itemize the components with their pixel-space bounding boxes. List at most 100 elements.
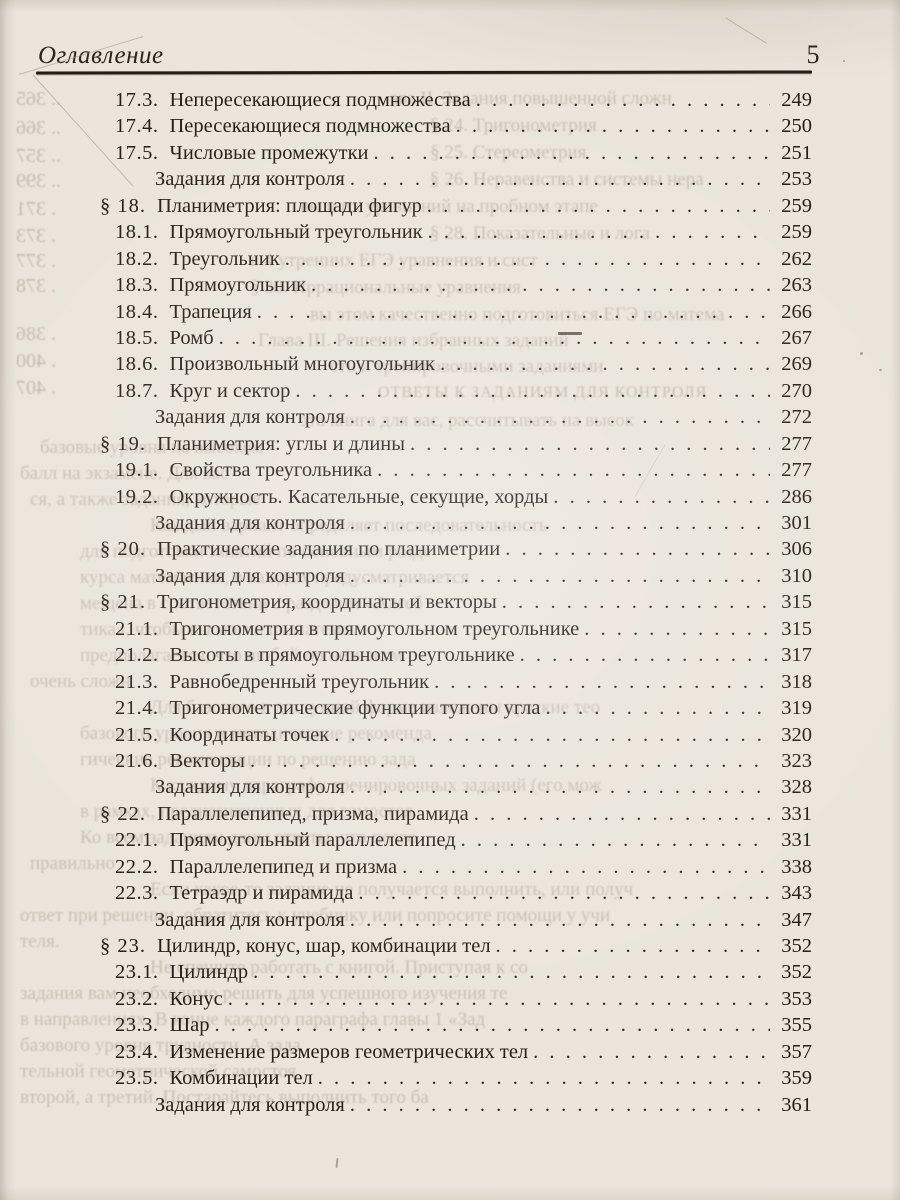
toc-row: 18.4. Трапеция. . . . . . . . . . . . . .… <box>0 299 900 325</box>
toc-page-number: 259 <box>781 194 812 217</box>
toc-entry-title: Круг и сектор <box>169 379 291 402</box>
toc-entry-title: Произвольный многоугольник <box>169 353 435 376</box>
toc-entry-title: Задания для контроля <box>155 564 345 587</box>
toc-row: Задания для контроля. . . . . . . . . . … <box>0 510 900 536</box>
dot-leader: . . . . . . . . . . . . . . . . . . . . … <box>349 564 770 587</box>
toc-entry-title: Высоты в прямоугольном треугольнике <box>169 644 515 667</box>
toc-entry-label: 18.4. <box>115 300 159 323</box>
toc-row: 18.6. Произвольный многоугольник. . . . .… <box>0 351 900 377</box>
dot-leader: . . . . . . . . . . . . . . . . . . . . … <box>377 459 770 482</box>
dot-leader: . . . . . . . . . . . . . . . . . . . . … <box>253 961 770 984</box>
toc-entry-title: Задания для контроля <box>155 168 345 191</box>
dot-leader: . . . . . . . . . . . . . . . . . . . . … <box>519 644 770 667</box>
dot-leader: . . . . . . . . . . . . . . . . . . . . … <box>358 882 770 905</box>
toc-page-number: 262 <box>781 247 812 270</box>
paper-scratch <box>725 17 767 44</box>
toc-entry-title: Прямоугольный параллелепипед <box>169 829 456 852</box>
toc-row: 21.4. Тригонометрические функции тупого у… <box>0 695 900 721</box>
toc-entry-title: Тригонометрические функции тупого угла <box>169 697 541 720</box>
toc-row: Задания для контроля. . . . . . . . . . … <box>0 563 900 589</box>
toc-page-number: 361 <box>781 1093 812 1116</box>
toc-page-number: 277 <box>781 432 812 455</box>
toc-entry-title: Треугольник <box>169 247 280 270</box>
toc-entry-label: § 22. <box>100 802 146 825</box>
toc-page-number: 331 <box>781 829 812 852</box>
toc-page-number: 359 <box>781 1067 812 1090</box>
toc-entry-title: Задания для контроля <box>155 776 345 799</box>
toc-page-number: 352 <box>781 935 812 957</box>
toc-entry-title: Непересекающиеся подмножества <box>169 89 471 111</box>
toc-entry-title: Векторы <box>169 749 245 772</box>
toc-entry-title: Практические задания по планиметрии <box>157 538 501 561</box>
toc-page-number: 320 <box>781 723 812 746</box>
toc-page-number: 319 <box>781 697 812 720</box>
toc-entry-title: Прямоугольник <box>169 274 307 297</box>
toc-entry-label: 21.1. <box>115 617 159 640</box>
toc-page-number: 250 <box>781 115 812 138</box>
toc-page-number: 318 <box>781 670 812 693</box>
toc-entry-title: Шар <box>169 1014 210 1037</box>
toc-page-number: 331 <box>781 802 812 825</box>
toc-row: 17.5. Числовые промежутки. . . . . . . . … <box>0 140 900 166</box>
toc-entry-label: 17.5. <box>115 141 159 164</box>
toc-entry-title: Параллелепипед, призма, пирамида <box>157 802 469 825</box>
toc-row: 21.5. Координаты точек. . . . . . . . . .… <box>0 722 900 748</box>
toc-row: 21.6. Векторы. . . . . . . . . . . . . . … <box>0 748 900 774</box>
toc-entry-title: Координаты точек <box>169 723 330 746</box>
toc-entry-title: Окружность. Касательные, секущие, хорды <box>169 485 549 508</box>
toc-page-number: 315 <box>781 591 812 614</box>
toc-entry-label: 19.2. <box>115 485 159 508</box>
header-divider-rule <box>35 70 813 75</box>
toc-row: 18.2. Треугольник. . . . . . . . . . . . … <box>0 246 900 272</box>
toc-row: Задания для контроля. . . . . . . . . . … <box>0 404 900 430</box>
toc-page-number: 323 <box>781 749 812 772</box>
toc-row: 17.3. Непересекающиеся подмножества. . . … <box>0 87 900 113</box>
dot-leader: . . . . . . . . . . . . . . . . . . . . … <box>584 617 770 640</box>
toc-entry-label: 23.3. <box>115 1014 159 1037</box>
toc-row: § 22. Параллелепипед, призма, пирамида. .… <box>0 801 900 827</box>
dot-leader: . . . . . . . . . . . . . . . . . . . . … <box>349 406 770 429</box>
dot-leader: . . . . . . . . . . . . . . . . . . . . … <box>434 670 770 693</box>
toc-row: Задания для контроля. . . . . . . . . . … <box>0 774 900 800</box>
toc-row: § 18. Планиметрия: площади фигур. . . . .… <box>0 193 900 219</box>
toc-entry-label: 18.3. <box>115 274 159 297</box>
toc-row: 18.5. Ромб. . . . . . . . . . . . . . . .… <box>0 325 900 351</box>
dot-leader: . . . . . . . . . . . . . . . . . . . . … <box>455 115 770 138</box>
toc-entry-label: 21.4. <box>115 697 159 720</box>
toc-entry-title: Параллелепипед и призма <box>169 855 398 878</box>
toc-entry-label: 22.3. <box>115 882 159 905</box>
toc-entry-title: Равнобедренный треугольник <box>169 670 430 693</box>
dot-leader: . . . . . . . . . . . . . . . . . . . . … <box>495 935 770 957</box>
dot-leader: . . . . . . . . . . . . . . . . . . . . … <box>311 274 770 297</box>
dot-leader: . . . . . . . . . . . . . . . . . . . . … <box>439 353 770 376</box>
toc-page-number: 253 <box>781 168 812 191</box>
toc-page-number: 267 <box>781 326 812 349</box>
toc-entry-label: 23.2. <box>115 987 159 1010</box>
dot-leader: . . . . . . . . . . . . . . . . . . . . … <box>214 1014 770 1037</box>
toc-page-number: 355 <box>781 1014 812 1037</box>
dot-leader: . . . . . . . . . . . . . . . . . . . . … <box>317 1067 770 1090</box>
toc-row: 23.3. Шар. . . . . . . . . . . . . . . . … <box>0 1012 900 1038</box>
toc-entry-title: Задания для контроля <box>155 908 345 931</box>
dot-leader: . . . . . . . . . . . . . . . . . . . . … <box>349 1093 770 1116</box>
toc-entry-label: 17.4. <box>115 115 159 138</box>
toc-entry-label: 18.5. <box>115 326 159 349</box>
toc-row: 21.2. Высоты в прямоугольном треугольнике… <box>0 642 900 668</box>
toc-row: § 20. Практические задания по планиметрии… <box>0 536 900 562</box>
toc-entry-label: 21.3. <box>115 670 159 693</box>
paper-speck <box>843 60 845 62</box>
toc-entry-label: 22.1. <box>115 829 159 852</box>
toc-page-number: 328 <box>781 776 812 799</box>
toc-entry-label: 23.1. <box>115 961 159 984</box>
toc-entry-title: Конус <box>169 987 223 1010</box>
toc-page-number: 347 <box>781 908 812 931</box>
toc-entry-title: Ромб <box>169 326 214 349</box>
dot-leader: . . . . . . . . . . . . . . . . . . . . … <box>227 987 770 1010</box>
toc-row: 23.2. Конус. . . . . . . . . . . . . . . … <box>0 986 900 1012</box>
toc-row: § 23. Цилиндр, конус, шар, комбинации тел… <box>0 933 900 959</box>
toc-page-number: 357 <box>781 1040 812 1063</box>
toc-page-number: 317 <box>781 644 812 667</box>
toc-page-number: 251 <box>781 141 812 164</box>
dot-leader: . . . . . . . . . . . . . . . . . . . . … <box>334 723 770 746</box>
toc-page-number: 266 <box>781 300 812 323</box>
